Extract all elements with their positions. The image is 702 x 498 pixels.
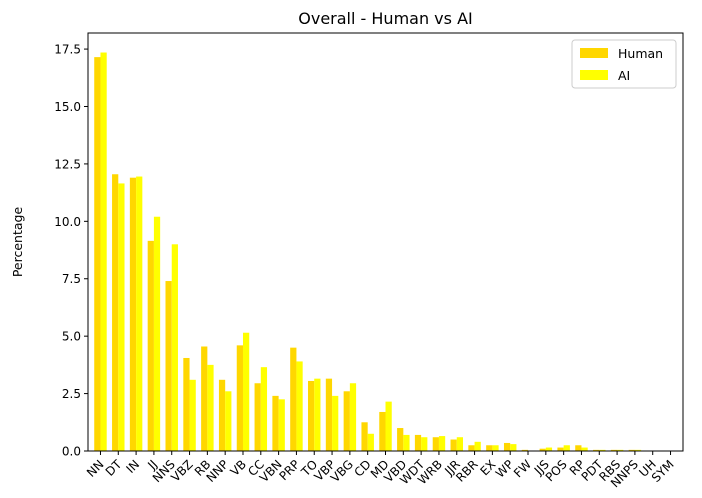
bar-ai-cc [260, 367, 268, 451]
x-tick-label: RBR [453, 457, 481, 485]
y-axis: 0.0 2.5 5.0 7.5 10.0 12.5 15.0 17.5 [54, 43, 88, 459]
bar-human-jjs [539, 448, 546, 451]
bar-human-prp [290, 347, 297, 451]
bar-human-pos [557, 447, 564, 451]
bar-human-pdt [593, 449, 600, 451]
bar-human-nnps [628, 449, 635, 451]
legend-swatch-human [580, 48, 608, 58]
bar-ai-vb [242, 332, 250, 451]
y-tick-label: 7.5 [62, 272, 81, 286]
bar-human-vbp [325, 378, 333, 451]
bar-human-wp [503, 442, 511, 451]
bar-human-rb [201, 346, 208, 451]
bar-human-wdt [414, 434, 422, 451]
bar-human-vb [236, 345, 243, 451]
bar-ai-md [385, 401, 392, 451]
bar-human-in [129, 177, 137, 451]
bar-human-vbn [272, 395, 279, 451]
x-tick-label: VBZ [168, 457, 195, 484]
bar-ai-rbs [617, 449, 624, 451]
bar-ai-vbz [189, 379, 196, 451]
bar-human-nn [94, 57, 101, 452]
bar-human-vbd [397, 428, 404, 451]
bar-ai-vbn [278, 399, 285, 451]
bar-ai-in [136, 176, 143, 452]
bar-ai-prp [296, 361, 303, 451]
bar-ai-ex [492, 445, 499, 451]
bar-ai-nns [171, 244, 178, 451]
bar-ai-vbd [403, 434, 410, 451]
bar-ai-pdt [599, 449, 606, 451]
bar-human-to [308, 380, 315, 451]
y-tick-label: 15.0 [54, 100, 81, 114]
bar-ai-nnp [225, 391, 232, 451]
legend-swatch-ai [580, 70, 608, 80]
bar-ai-vbg [349, 383, 357, 451]
bars-group [94, 52, 653, 452]
bar-human-wrb [432, 437, 439, 451]
bar-human-jj [147, 240, 154, 451]
bar-human-vbg [343, 391, 350, 451]
legend-label-human: Human [618, 46, 663, 61]
bar-ai-jjs [545, 447, 553, 451]
x-tick-label: POS [543, 457, 570, 484]
bar-human-nnp [218, 379, 226, 451]
bar-human-md [379, 411, 386, 451]
legend-label-ai: AI [618, 68, 630, 83]
bar-ai-nn [100, 52, 107, 452]
bar-ai-rbr [474, 441, 481, 451]
bar-human-cc [254, 383, 261, 451]
plot-frame [87, 32, 684, 452]
bar-human-jjr [450, 439, 457, 451]
bar-ai-jj [153, 216, 161, 451]
y-axis-label: Percentage [10, 207, 25, 278]
bar-human-vbz [183, 357, 190, 451]
bar-human-ex [486, 445, 493, 451]
bar-human-dt [112, 174, 119, 451]
y-tick-label: 5.0 [62, 330, 81, 344]
bar-ai-cd [367, 433, 374, 451]
bar-human-cd [361, 422, 368, 451]
y-tick-label: 12.5 [54, 157, 81, 171]
bar-human-fw [521, 449, 529, 451]
x-tick-label: DT [103, 457, 125, 479]
bar-human-rp [575, 445, 582, 451]
bar-ai-dt [118, 183, 125, 451]
x-tick-label: FW [511, 457, 534, 480]
bar-ai-vbp [332, 395, 339, 451]
y-tick-label: 10.0 [54, 215, 81, 229]
x-tick-label: IN [123, 457, 142, 476]
bar-ai-pos [563, 445, 570, 451]
bar-ai-rp [581, 447, 588, 451]
bar-human-rbr [468, 445, 475, 451]
bar-ai-wp [510, 444, 517, 451]
bar-ai-jjr [456, 437, 463, 451]
bar-ai-rb [207, 364, 214, 451]
y-tick-label: 0.0 [62, 445, 81, 459]
y-tick-label: 2.5 [62, 387, 81, 401]
legend: Human AI [571, 39, 677, 89]
y-tick-label: 17.5 [54, 43, 81, 57]
bar-ai-wdt [421, 437, 428, 451]
bar-ai-to [314, 378, 321, 451]
bar-human-rbs [610, 449, 618, 451]
chart-title: Overall - Human vs AI [298, 9, 472, 28]
bar-human-nns [165, 281, 172, 451]
bar-ai-nnps [634, 449, 642, 451]
bar-ai-wrb [438, 436, 446, 451]
